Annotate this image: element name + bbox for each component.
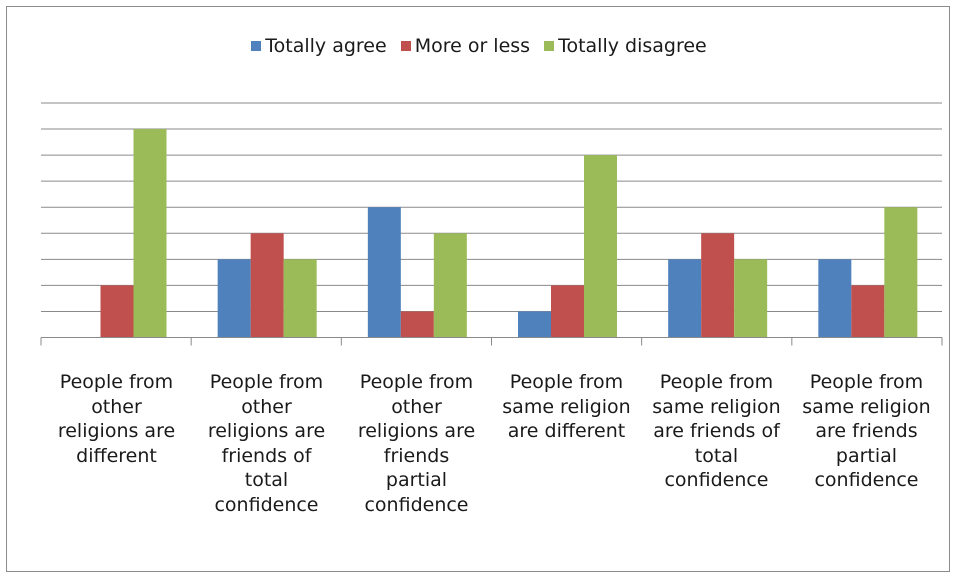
bar-totally-disagree-5 xyxy=(884,207,918,338)
bar-totally-agree-3 xyxy=(518,311,551,338)
legend-item-totally-disagree: Totally disagree xyxy=(544,35,707,57)
legend: Totally agree More or less Totally disag… xyxy=(0,35,958,57)
bar-totally-disagree-1 xyxy=(283,259,317,338)
bar-more-or-less-0 xyxy=(100,285,134,338)
bar-totally-agree-2 xyxy=(367,207,401,338)
legend-item-more-or-less: More or less xyxy=(400,35,531,57)
bar-totally-disagree-4 xyxy=(734,259,768,338)
category-label-0: People from other religions are differen… xyxy=(57,371,176,467)
bar-more-or-less-1 xyxy=(250,233,284,338)
legend-label-totally-agree: Totally agree xyxy=(265,35,387,57)
category-label-1: People from other religions are friends … xyxy=(207,371,326,516)
category-label-5: People from same religion are friends pa… xyxy=(802,371,931,491)
legend-swatch-more-or-less xyxy=(400,41,411,51)
bar-more-or-less-3 xyxy=(551,285,584,338)
category-label-2: People from other religions are friends … xyxy=(357,371,476,516)
bar-more-or-less-2 xyxy=(400,311,434,338)
category-label-4: People from same religion are friends of… xyxy=(652,371,781,491)
bar-totally-agree-1 xyxy=(217,259,251,338)
legend-swatch-totally-disagree xyxy=(544,41,555,51)
bar-more-or-less-4 xyxy=(701,233,735,338)
bar-totally-agree-4 xyxy=(668,259,702,338)
legend-label-totally-disagree: Totally disagree xyxy=(558,35,707,57)
bar-more-or-less-5 xyxy=(851,285,885,338)
bar-totally-disagree-2 xyxy=(433,233,467,338)
legend-label-more-or-less: More or less xyxy=(414,35,531,57)
legend-item-totally-agree: Totally agree xyxy=(251,35,387,57)
bar-totally-disagree-0 xyxy=(133,129,167,338)
category-label-3: People from same religion are different xyxy=(502,371,631,442)
bar-totally-disagree-3 xyxy=(584,155,617,338)
bar-totally-agree-5 xyxy=(818,259,852,338)
legend-swatch-totally-agree xyxy=(251,41,262,51)
